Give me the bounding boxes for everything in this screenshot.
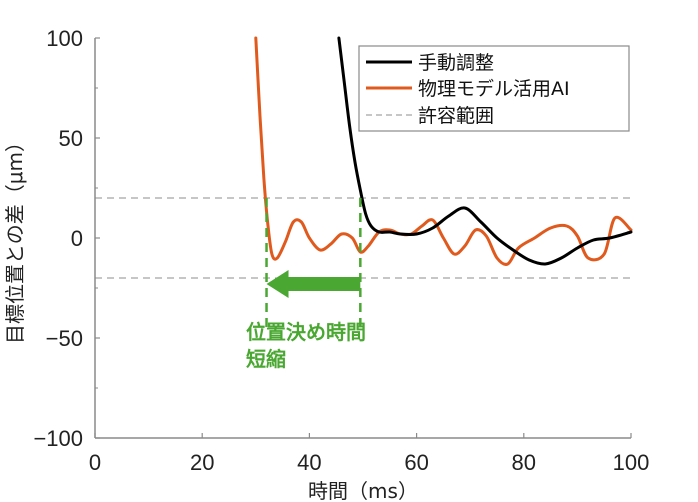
x-tick-label: 80	[512, 450, 536, 475]
legend-label-tolerance: 許容範囲	[418, 105, 494, 127]
annotation-text-line2: 短縮	[246, 347, 286, 371]
y-ticks: −100 −50 0 50 100	[33, 26, 100, 451]
y-tick-label: 100	[46, 26, 83, 51]
x-tick-label: 100	[613, 450, 650, 475]
y-tick-label: −50	[46, 326, 83, 351]
legend-label-ai: 物理モデル活用AI	[418, 78, 570, 100]
x-axis-title: 時間（ms）	[308, 479, 418, 502]
x-ticks: 0 20 40 60 80 100	[89, 433, 649, 475]
annotation-text-line1: 位置決め時間	[246, 320, 366, 344]
series-manual-line	[337, 36, 633, 266]
y-tick-label: 0	[71, 226, 83, 251]
series-group	[254, 36, 633, 266]
y-axis-title: 目標位置との差（μm）	[3, 132, 27, 344]
y-tick-label: −100	[33, 426, 83, 451]
arrow-shaft	[280, 277, 361, 291]
x-tick-label: 40	[297, 450, 321, 475]
legend: 手動調整 物理モデル活用AI 許容範囲	[358, 45, 630, 132]
x-tick-label: 20	[190, 450, 214, 475]
x-tick-label: 0	[89, 450, 101, 475]
legend-label-manual: 手動調整	[418, 52, 494, 74]
tolerance-lines	[95, 197, 631, 279]
axes: −100 −50 0 50 100 0 20 40 60 80 100	[33, 26, 649, 475]
y-tick-label: 50	[59, 126, 83, 151]
arrow-left-icon	[266, 270, 289, 298]
annotation-settling-time	[265, 198, 362, 328]
x-tick-label: 60	[404, 450, 428, 475]
